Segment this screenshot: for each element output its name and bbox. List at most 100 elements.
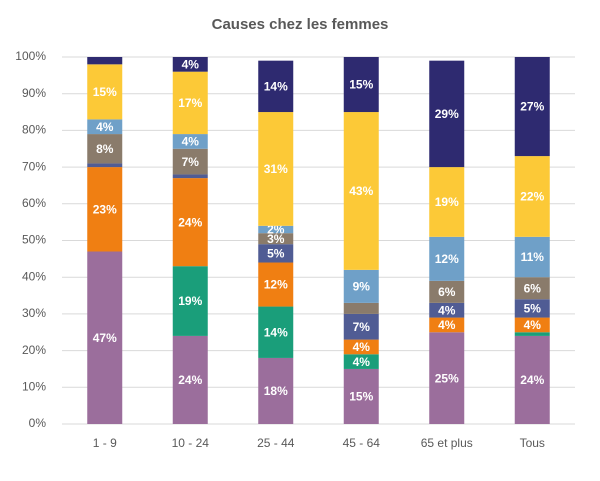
value-label: 4% [96, 120, 114, 134]
bar-segment [172, 174, 208, 179]
y-tick-label: 80% [22, 123, 46, 137]
value-label: 12% [435, 252, 459, 266]
value-label: 29% [435, 107, 459, 121]
value-label: 4% [182, 58, 200, 72]
bar-segment [514, 317, 550, 333]
bar-segment [258, 306, 294, 358]
value-label: 2% [267, 223, 285, 237]
bar-segment [343, 354, 379, 369]
value-label: 11% [521, 250, 545, 264]
y-tick-label: 10% [22, 379, 46, 393]
y-tick-label: 40% [22, 269, 46, 283]
bar-segment [87, 134, 123, 164]
bar-segment [429, 332, 465, 424]
value-label: 6% [524, 281, 542, 295]
bar-segment [514, 332, 550, 336]
y-tick-label: 100% [15, 49, 46, 63]
value-label: 24% [520, 373, 544, 387]
value-label: 43% [349, 184, 373, 198]
bar-segment [429, 167, 465, 237]
y-tick-label: 20% [22, 343, 46, 357]
bar-segment [87, 163, 123, 168]
value-label: 15% [349, 78, 373, 92]
bar-segment [514, 156, 550, 237]
value-label: 27% [520, 100, 544, 114]
y-tick-label: 0% [29, 416, 47, 430]
x-tick-label: Tous [520, 436, 545, 450]
value-label: 6% [438, 285, 456, 299]
chart-title: Causes chez les femmes [212, 16, 389, 33]
bar-segment [87, 57, 123, 65]
value-label: 25% [435, 371, 459, 385]
bar-segment [258, 244, 294, 263]
x-tick-label: 1 - 9 [93, 436, 117, 450]
value-label: 15% [93, 85, 117, 99]
x-tick-label: 10 - 24 [172, 436, 210, 450]
y-tick-label: 70% [22, 159, 46, 173]
value-label: 5% [267, 247, 285, 261]
bar-segment [429, 302, 465, 318]
value-label: 4% [438, 318, 456, 332]
value-label: 15% [349, 390, 373, 404]
value-label: 18% [264, 384, 288, 398]
value-label: 4% [438, 303, 456, 317]
bar-segment [429, 60, 465, 168]
bar-segment [429, 236, 465, 281]
value-label: 17% [178, 96, 202, 110]
value-label: 7% [182, 155, 200, 169]
x-tick-label: 25 - 44 [257, 436, 295, 450]
bar-segment [514, 299, 550, 318]
bar-segment [343, 112, 379, 270]
bar-segment [343, 302, 379, 314]
value-label: 7% [353, 320, 371, 334]
bar-segment [87, 119, 123, 135]
bar-segment [172, 134, 208, 149]
value-label: 4% [353, 355, 371, 369]
bar-segment [429, 317, 465, 333]
bar-segment [514, 335, 550, 424]
value-label: 4% [182, 135, 200, 149]
bar-segment [87, 167, 123, 252]
bar-segment [343, 269, 379, 303]
value-label: 3% [267, 232, 285, 246]
bar-segment [172, 266, 208, 336]
value-label: 19% [178, 294, 202, 308]
y-tick-label: 30% [22, 306, 46, 320]
bar-segment [172, 57, 208, 72]
value-label: 31% [264, 162, 288, 176]
y-tick-label: 60% [22, 196, 46, 210]
value-label: 9% [353, 280, 371, 294]
bar-segment [258, 225, 294, 234]
value-label: 19% [435, 195, 459, 209]
value-label: 47% [93, 331, 117, 345]
y-tick-label: 50% [22, 233, 46, 247]
value-label: 4% [353, 340, 371, 354]
bar-segment [172, 148, 208, 175]
x-tick-label: 65 et plus [421, 436, 473, 450]
value-label: 22% [520, 190, 544, 204]
bar-segment [343, 368, 379, 424]
value-label: 5% [524, 302, 542, 316]
bar-segment [258, 357, 294, 424]
bar-segment [514, 57, 550, 157]
bar-segment [343, 313, 379, 340]
y-tick-label: 90% [22, 86, 46, 100]
value-label: 8% [96, 142, 114, 156]
x-tick-label: 45 - 64 [343, 436, 381, 450]
value-label: 4% [524, 318, 542, 332]
bar-segment [429, 280, 465, 303]
bar-segment [514, 236, 550, 278]
bar-segment [172, 178, 208, 267]
bar-segment [258, 262, 294, 307]
bar-segment [514, 277, 550, 300]
bar-segment [343, 339, 379, 355]
bar-segment [172, 335, 208, 424]
value-label: 24% [178, 215, 202, 229]
bar-segment [343, 57, 379, 113]
bar-segment [172, 71, 208, 135]
value-label: 23% [93, 202, 117, 216]
value-label: 24% [178, 373, 202, 387]
bar-segment [258, 60, 294, 113]
bar-segment [258, 233, 294, 245]
